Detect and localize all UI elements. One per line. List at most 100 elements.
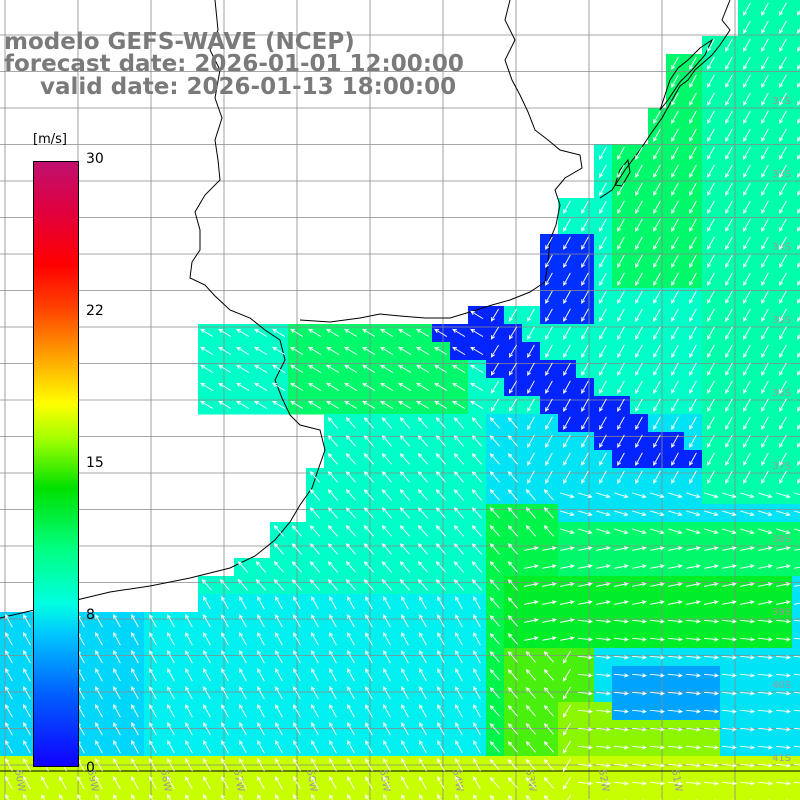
wind-arrow <box>563 362 571 377</box>
wind-arrow <box>327 560 338 573</box>
wind-arrow <box>599 182 607 197</box>
wind-arrow <box>221 793 226 800</box>
wind-arrow <box>221 667 229 682</box>
wind-arrow <box>329 613 337 628</box>
wind-arrow <box>309 470 320 483</box>
wind-arrow <box>543 686 554 699</box>
wind-arrow <box>545 380 553 395</box>
wind-arrow <box>490 380 499 394</box>
wind-arrow <box>399 524 410 537</box>
wind-arrow <box>471 452 482 465</box>
wind-arrow <box>757 763 773 768</box>
wind-cell <box>36 792 55 800</box>
wind-arrow <box>725 38 733 53</box>
wind-arrow <box>525 776 536 789</box>
wind-arrow <box>757 727 773 732</box>
wind-arrow <box>581 344 589 359</box>
wind-arrow <box>345 434 356 447</box>
wind-arrow <box>667 637 683 642</box>
wind-arrow <box>345 542 356 555</box>
wind-arrow <box>707 182 715 197</box>
wind-arrow <box>685 637 701 642</box>
wind-arrow <box>779 2 787 17</box>
wind-arrow <box>401 667 409 682</box>
wind-arrow <box>239 703 247 718</box>
wind-arrow <box>326 400 340 409</box>
wind-arrow <box>542 618 557 623</box>
wind-arrow <box>689 416 697 431</box>
wind-arrow <box>327 416 338 429</box>
wind-arrow <box>489 596 500 609</box>
lat-label: 35S <box>772 315 791 326</box>
wind-arrow <box>167 739 175 754</box>
wind-arrow <box>793 655 800 658</box>
wind-arrow <box>455 721 463 736</box>
wind-arrow <box>362 364 376 373</box>
wind-arrow <box>631 637 647 642</box>
map-title-forecast-date: forecast date: 2026-01-01 12:00:00 <box>4 51 464 77</box>
wind-arrow <box>507 686 518 699</box>
wind-arrow <box>613 619 629 624</box>
wind-arrow <box>453 578 464 591</box>
wind-arrow <box>380 364 394 373</box>
wind-arrow <box>563 470 571 485</box>
wind-arrow <box>257 631 265 646</box>
wind-arrow <box>686 564 701 569</box>
wind-arrow <box>489 758 500 771</box>
wind-cell <box>792 666 800 685</box>
wind-arrow <box>635 326 643 341</box>
wind-arrow <box>563 236 571 251</box>
wind-arrow <box>560 636 575 641</box>
wind-arrow <box>471 488 482 501</box>
wind-arrow <box>308 400 322 409</box>
wind-arrow <box>490 326 499 340</box>
wind-arrow <box>455 793 460 800</box>
wind-arrow <box>614 492 629 499</box>
wind-arrow <box>239 613 247 628</box>
wind-arrow <box>653 452 661 467</box>
wind-arrows <box>5 2 800 800</box>
wind-arrow <box>293 613 301 628</box>
wind-arrow <box>631 655 647 660</box>
wind-arrow <box>309 542 320 555</box>
wind-arrow <box>758 564 773 569</box>
wind-arrow <box>667 673 683 678</box>
wind-cell <box>486 792 505 800</box>
wind-arrow <box>743 146 751 161</box>
wind-arrow <box>617 380 625 395</box>
wind-arrow <box>508 308 517 322</box>
wind-arrow <box>293 739 301 754</box>
wind-arrow <box>383 595 391 610</box>
wind-arrow <box>743 164 751 179</box>
wind-arrow <box>775 619 791 624</box>
wind-arrow <box>419 793 424 800</box>
wind-arrow <box>149 649 157 664</box>
wind-arrow <box>794 584 800 587</box>
wind-arrow <box>578 600 593 605</box>
wind-arrow <box>365 685 373 700</box>
wind-arrow <box>380 328 394 337</box>
lagoa-dos-patos <box>659 38 714 111</box>
wind-arrow <box>725 344 733 359</box>
wind-arrow <box>707 362 715 377</box>
wind-arrow <box>257 757 265 772</box>
wind-arrow <box>203 721 211 736</box>
wind-arrow <box>649 727 665 732</box>
wind-arrow <box>758 546 773 551</box>
wind-arrow <box>617 344 625 359</box>
wind-arrow <box>563 344 571 359</box>
wind-arrow <box>489 632 500 645</box>
wind-arrow <box>740 582 755 587</box>
wind-arrow <box>649 781 665 786</box>
wind-arrow <box>758 582 773 587</box>
wind-arrow <box>473 703 481 718</box>
wind-arrow <box>221 685 229 700</box>
wind-arrow <box>757 745 773 750</box>
wind-arrow <box>149 613 157 628</box>
wind-arrow <box>365 631 373 646</box>
wind-arrow <box>668 564 683 569</box>
colorbar <box>33 161 79 767</box>
wind-arrow <box>739 637 755 642</box>
wind-arrow <box>455 739 463 754</box>
wind-arrow <box>452 346 466 355</box>
